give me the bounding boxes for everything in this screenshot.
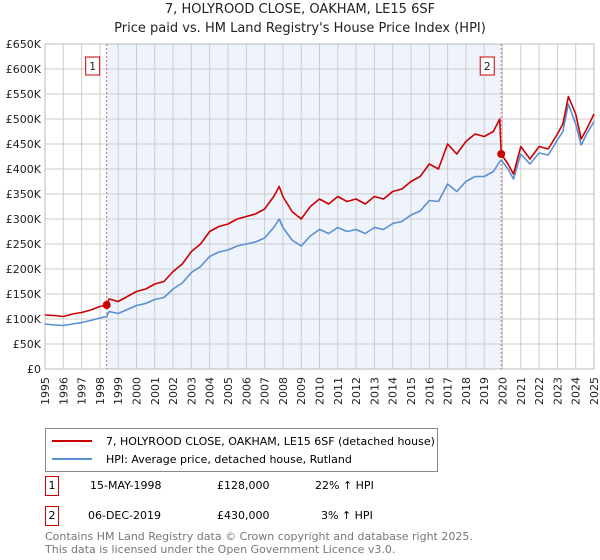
sale-hpi-diff: 22% ↑ HPI <box>315 479 374 492</box>
x-tick-label: 2021 <box>515 377 528 405</box>
sale-date: 15-MAY-1998 <box>90 479 162 492</box>
x-tick-label: 1996 <box>57 377 70 405</box>
y-tick-label: £600K <box>6 63 42 76</box>
x-tick-label: 1998 <box>94 377 107 405</box>
x-tick-label: 2009 <box>295 377 308 405</box>
x-tick-label: 1995 <box>39 377 52 405</box>
sale-badge: 2 <box>45 506 59 526</box>
y-tick-label: £250K <box>6 238 42 251</box>
legend-swatch-red <box>52 440 92 442</box>
chart-title: 7, HOLYROOD CLOSE, OAKHAM, LE15 6SF <box>164 2 436 17</box>
sale-point <box>102 301 111 309</box>
chart-subtitle: Price paid vs. HM Land Registry's House … <box>114 21 486 36</box>
y-tick-label: £500K <box>6 113 42 126</box>
x-tick-label: 2023 <box>551 377 564 405</box>
line-chart: £0 £50K £100K £150K £200K £250K £300K £350K £400… <box>6 38 600 405</box>
x-tick-label: 1999 <box>112 377 125 405</box>
x-tick-label: 2002 <box>167 377 180 405</box>
legend: 7, HOLYROOD CLOSE, OAKHAM, LE15 6SF (det… <box>45 428 438 472</box>
y-tick-label: £200K <box>6 263 42 276</box>
legend-label: 7, HOLYROOD CLOSE, OAKHAM, LE15 6SF (det… <box>106 434 435 448</box>
x-tick-label: 2000 <box>131 377 144 405</box>
x-tick-label: 2014 <box>387 377 400 405</box>
sale-label: 1 <box>89 60 96 73</box>
x-tick-label: 2010 <box>314 377 327 405</box>
price-paid-line <box>44 95 595 318</box>
y-tick-label: £50K <box>13 338 42 351</box>
legend-swatch-blue <box>52 458 92 460</box>
x-tick-label: 2020 <box>497 377 510 405</box>
x-tick-label: 2022 <box>533 377 546 405</box>
sale-period-shading <box>106 44 502 369</box>
x-tick-label: 2005 <box>222 377 235 405</box>
x-tick-label: 2017 <box>442 377 455 405</box>
footer: Contains HM Land Registry data © Crown c… <box>45 530 473 556</box>
legend-item-hpi: HPI: Average price, detached house, Rutl… <box>52 450 435 468</box>
sale-label-box <box>479 56 495 76</box>
y-tick-label: £650K <box>6 38 42 51</box>
sale-date: 06-DEC-2019 <box>88 509 162 522</box>
sale-point <box>497 150 506 158</box>
sale-hpi-diff: 3% ↑ HPI <box>321 509 373 522</box>
y-tick-label: £400K <box>6 163 42 176</box>
y-tick-label: £350K <box>6 188 42 201</box>
x-tick-label: 2006 <box>240 377 253 405</box>
sale-price: £128,000 <box>217 479 270 492</box>
sale-badge: 1 <box>45 476 59 496</box>
sale-label-box <box>85 56 101 76</box>
x-tick-label: 2012 <box>350 377 363 405</box>
x-tick-label: 2007 <box>259 377 272 405</box>
y-tick-label: £150K <box>6 288 42 301</box>
x-tick-label: 2003 <box>185 377 198 405</box>
y-tick-label: £0 <box>27 363 41 376</box>
x-tick-label: 2011 <box>332 377 345 405</box>
x-tick-label: 2024 <box>570 377 583 405</box>
x-tick-label: 2016 <box>423 377 436 405</box>
plot-frame <box>44 43 595 370</box>
x-tick-label: 2015 <box>405 377 418 405</box>
footer-licence: This data is licensed under the Open Gov… <box>45 543 396 556</box>
x-tick-label: 2018 <box>460 377 473 405</box>
y-tick-label: £450K <box>6 138 42 151</box>
x-tick-label: 2004 <box>204 377 217 405</box>
y-tick-label: £550K <box>6 88 42 101</box>
x-tick-label: 2013 <box>368 377 381 405</box>
x-tick-label: 2019 <box>478 377 491 405</box>
hpi-line <box>44 103 595 327</box>
legend-item-property: 7, HOLYROOD CLOSE, OAKHAM, LE15 6SF (det… <box>52 432 435 450</box>
x-tick-label: 1997 <box>76 377 89 405</box>
sale-price: £430,000 <box>217 509 270 522</box>
legend-label: HPI: Average price, detached house, Rutl… <box>106 452 352 466</box>
x-tick-label: 2025 <box>588 377 600 405</box>
sale-label: 2 <box>484 60 491 73</box>
y-tick-label: £100K <box>6 313 42 326</box>
x-tick-label: 2001 <box>149 377 162 405</box>
y-tick-label: £300K <box>6 213 42 226</box>
footer-copyright: Contains HM Land Registry data © Crown c… <box>45 530 473 543</box>
x-tick-label: 2008 <box>277 377 290 405</box>
